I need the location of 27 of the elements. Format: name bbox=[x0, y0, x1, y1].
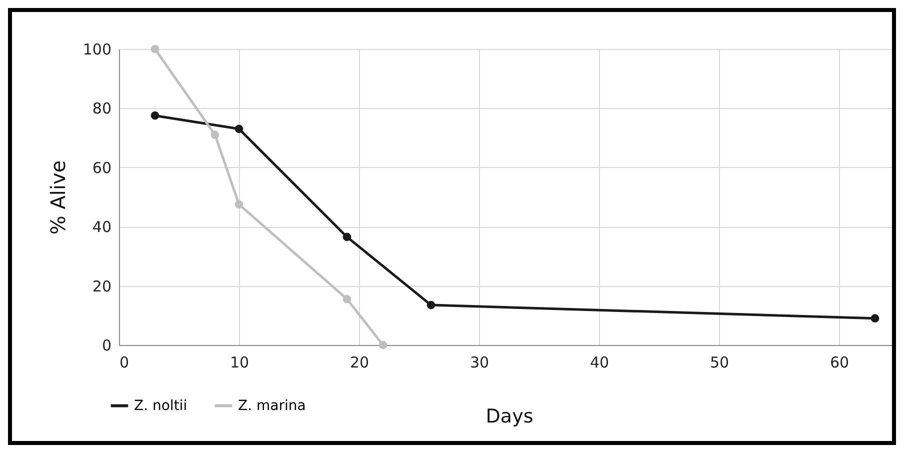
point bbox=[342, 294, 352, 304]
point bbox=[378, 340, 388, 350]
x-tick-label: 50 bbox=[710, 354, 730, 372]
x-axis-title: Days bbox=[486, 406, 534, 428]
x-tick-label: 20 bbox=[350, 354, 370, 372]
point bbox=[870, 314, 880, 323]
point bbox=[150, 44, 160, 54]
point bbox=[342, 232, 352, 242]
point bbox=[210, 130, 220, 140]
x-tick-label: 60 bbox=[830, 354, 850, 372]
y-tick-label: 0 bbox=[102, 336, 112, 354]
y-tick-label: 20 bbox=[92, 277, 112, 296]
y-tick-label: 60 bbox=[92, 158, 112, 177]
legend-label: Z. noltii bbox=[134, 398, 188, 414]
y-tick-label: 40 bbox=[92, 218, 112, 236]
x-tick-label: 10 bbox=[230, 354, 250, 372]
point bbox=[426, 300, 436, 310]
point bbox=[150, 111, 160, 120]
y-tick-label: 100 bbox=[82, 40, 112, 58]
x-tick-label: 30 bbox=[470, 354, 490, 372]
x-tick-label: 40 bbox=[590, 354, 610, 372]
y-tick-label: 80 bbox=[92, 100, 112, 118]
point bbox=[234, 200, 244, 209]
legend-label: Z. marina bbox=[238, 398, 306, 414]
point bbox=[234, 124, 244, 134]
y-axis-title: % Alive bbox=[46, 160, 70, 235]
x-tick-label: 0 bbox=[120, 354, 130, 372]
